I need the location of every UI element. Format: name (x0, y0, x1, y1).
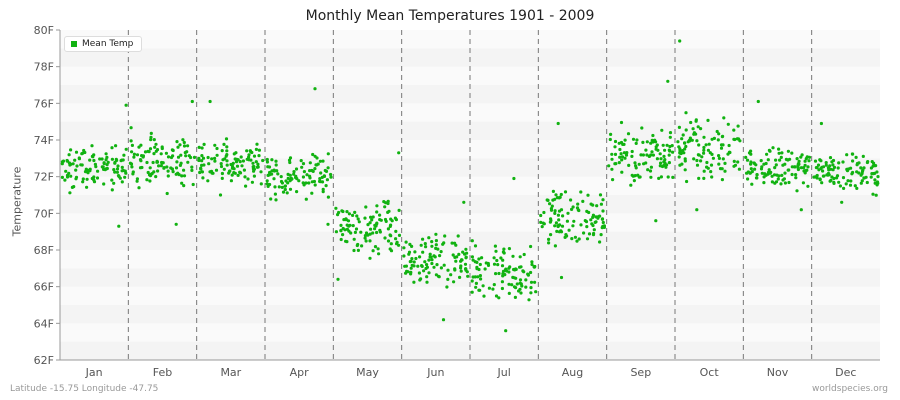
svg-text:76F: 76F (34, 97, 54, 110)
location-label: Latitude -15.75 Longitude -47.75 (10, 384, 159, 394)
svg-text:Aug: Aug (562, 366, 583, 379)
svg-text:78F: 78F (34, 61, 54, 74)
svg-text:Nov: Nov (767, 366, 789, 379)
svg-text:Mar: Mar (220, 366, 241, 379)
svg-text:Jul: Jul (497, 366, 511, 379)
svg-text:Dec: Dec (835, 366, 856, 379)
svg-text:62F: 62F (34, 354, 54, 367)
svg-text:Jan: Jan (85, 366, 103, 379)
legend-label: Mean Temp (82, 39, 134, 49)
svg-text:64F: 64F (34, 317, 54, 330)
svg-text:Jun: Jun (426, 366, 444, 379)
svg-text:72F: 72F (34, 171, 54, 184)
svg-text:66F: 66F (34, 281, 54, 294)
source-label: worldspecies.org (811, 384, 888, 394)
chart-title: Monthly Mean Temperatures 1901 - 2009 (305, 8, 595, 24)
svg-text:May: May (356, 366, 379, 379)
svg-text:Oct: Oct (700, 366, 720, 379)
svg-text:Feb: Feb (153, 366, 172, 379)
svg-text:80F: 80F (34, 24, 54, 37)
svg-text:68F: 68F (34, 244, 54, 257)
svg-text:Sep: Sep (630, 366, 651, 379)
svg-text:70F: 70F (34, 207, 54, 220)
svg-text:74F: 74F (34, 134, 54, 147)
svg-text:Apr: Apr (290, 366, 310, 379)
legend-swatch-icon (71, 41, 77, 47)
legend: Mean Temp (64, 36, 143, 52)
